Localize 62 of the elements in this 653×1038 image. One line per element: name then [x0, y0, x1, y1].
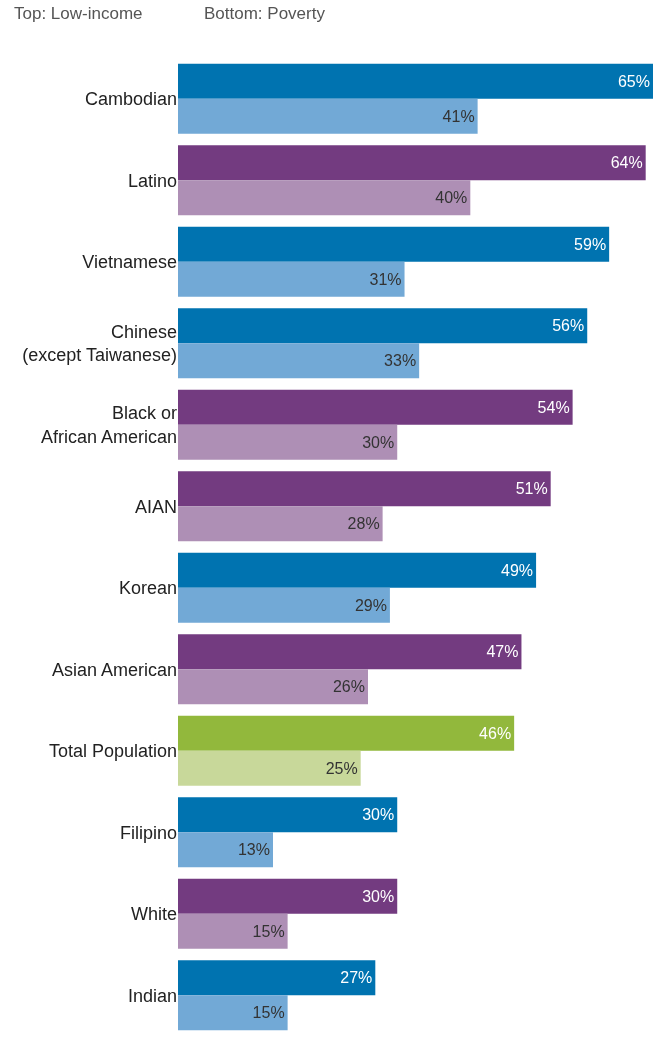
data-label: 41% — [442, 107, 475, 125]
bar — [178, 878, 398, 914]
bar — [178, 960, 376, 996]
bar — [178, 471, 551, 507]
y-tick-label: Korean — [118, 578, 177, 599]
bar — [178, 226, 610, 262]
y-tick-label: Indian — [127, 985, 177, 1006]
data-label: 46% — [479, 724, 512, 742]
data-label: 65% — [617, 72, 650, 90]
text: Top: Low-income — [14, 4, 143, 23]
bar — [178, 797, 398, 833]
bar — [178, 669, 368, 705]
data-label: 64% — [610, 154, 643, 172]
bar — [178, 424, 398, 460]
y-tick-label: Chinese (except Taiwanese) — [22, 321, 177, 366]
y-tick-label: Filipino — [119, 822, 177, 843]
y-tick-label: Latino — [127, 170, 177, 191]
annotation: Bottom: Poverty — [204, 4, 326, 23]
bar — [178, 180, 471, 216]
data-label: 26% — [332, 678, 365, 696]
data-label: 30% — [362, 433, 395, 451]
data-label: 15% — [252, 922, 285, 940]
data-label: 25% — [325, 759, 358, 777]
y-tick-label: Vietnamese — [82, 252, 177, 273]
y-tick-label: White — [130, 904, 177, 925]
y-tick-label: Cambodian — [84, 89, 177, 110]
y-tick-label: Total Population — [48, 741, 177, 762]
data-label: 27% — [340, 969, 373, 987]
data-label: 56% — [552, 317, 585, 335]
data-label: 33% — [384, 352, 417, 370]
bar — [178, 389, 573, 425]
data-label: 54% — [537, 398, 570, 416]
data-label: 51% — [515, 480, 548, 498]
bar — [178, 63, 653, 99]
bar — [178, 995, 288, 1031]
bar — [178, 913, 288, 949]
bar — [178, 261, 405, 297]
y-tick-label: AIAN — [134, 496, 177, 517]
data-label: 30% — [362, 806, 395, 824]
bar — [178, 506, 383, 542]
data-label: 15% — [252, 1004, 285, 1022]
data-label: 40% — [435, 189, 468, 207]
bar — [178, 832, 273, 868]
data-label: 31% — [369, 270, 402, 288]
bar — [178, 343, 420, 379]
data-label: 13% — [237, 841, 270, 859]
bar — [178, 715, 515, 751]
data-label: 47% — [486, 643, 519, 661]
bar — [178, 587, 390, 623]
bar — [178, 750, 361, 786]
data-label: 59% — [574, 235, 607, 253]
bar — [178, 98, 478, 134]
data-label: 49% — [501, 561, 534, 579]
data-label: 29% — [354, 596, 387, 614]
y-tick-label: Asian American — [51, 659, 177, 680]
bar — [178, 308, 588, 344]
data-label: 30% — [362, 887, 395, 905]
data-label: 28% — [347, 515, 380, 533]
y-tick-label: Black or African American — [40, 403, 177, 447]
bar — [178, 552, 537, 588]
bar — [178, 145, 646, 181]
bar — [178, 634, 522, 670]
